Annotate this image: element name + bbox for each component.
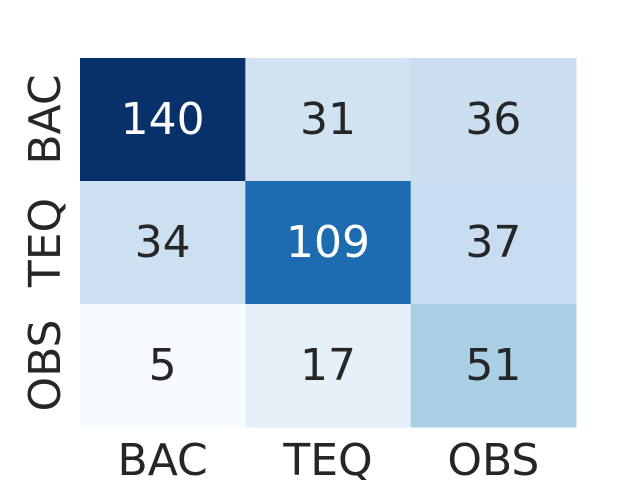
- y-tick-label-obs: OBS: [20, 320, 71, 412]
- x-axis-ticks: BAC TEQ OBS: [118, 435, 540, 485]
- heatmap-cell-teq-obs: [410, 181, 577, 305]
- heatmap-cell-bac-bac: [80, 58, 246, 182]
- heatmap-cell-obs-bac: [80, 304, 246, 428]
- y-tick-label-teq: TEQ: [20, 198, 71, 288]
- heatmap-cell-teq-bac: [80, 181, 246, 305]
- heatmap-cell-obs-obs: [410, 304, 577, 428]
- cell-value-teq-bac: 34: [135, 217, 191, 268]
- cell-value-obs-obs: 51: [465, 340, 521, 391]
- x-tick-label-bac: BAC: [118, 435, 208, 480]
- cell-value-bac-obs: 36: [465, 94, 521, 145]
- heatmap-cells: [80, 58, 577, 428]
- heatmap-cell-bac-teq: [245, 58, 412, 182]
- heatmap-cell-obs-teq: [245, 304, 412, 428]
- y-tick-label-bac: BAC: [20, 74, 71, 164]
- x-tick-label-obs: OBS: [447, 435, 539, 480]
- x-tick-label-teq: TEQ: [282, 435, 372, 480]
- heatmap-cell-teq-teq: [245, 181, 412, 305]
- cell-value-obs-bac: 5: [149, 340, 177, 391]
- cell-value-bac-bac: 140: [121, 94, 205, 145]
- cell-value-teq-teq: 109: [286, 217, 370, 268]
- heatmap-cell-labels: 140 31 36 34 109 37 5 17 51: [121, 94, 522, 391]
- heatmap-cell-bac-obs: [410, 58, 577, 182]
- cell-value-bac-teq: 31: [300, 94, 356, 145]
- y-axis-ticks: BAC TEQ OBS: [20, 74, 71, 411]
- cell-value-obs-teq: 17: [300, 340, 356, 391]
- cell-value-teq-obs: 37: [465, 217, 521, 268]
